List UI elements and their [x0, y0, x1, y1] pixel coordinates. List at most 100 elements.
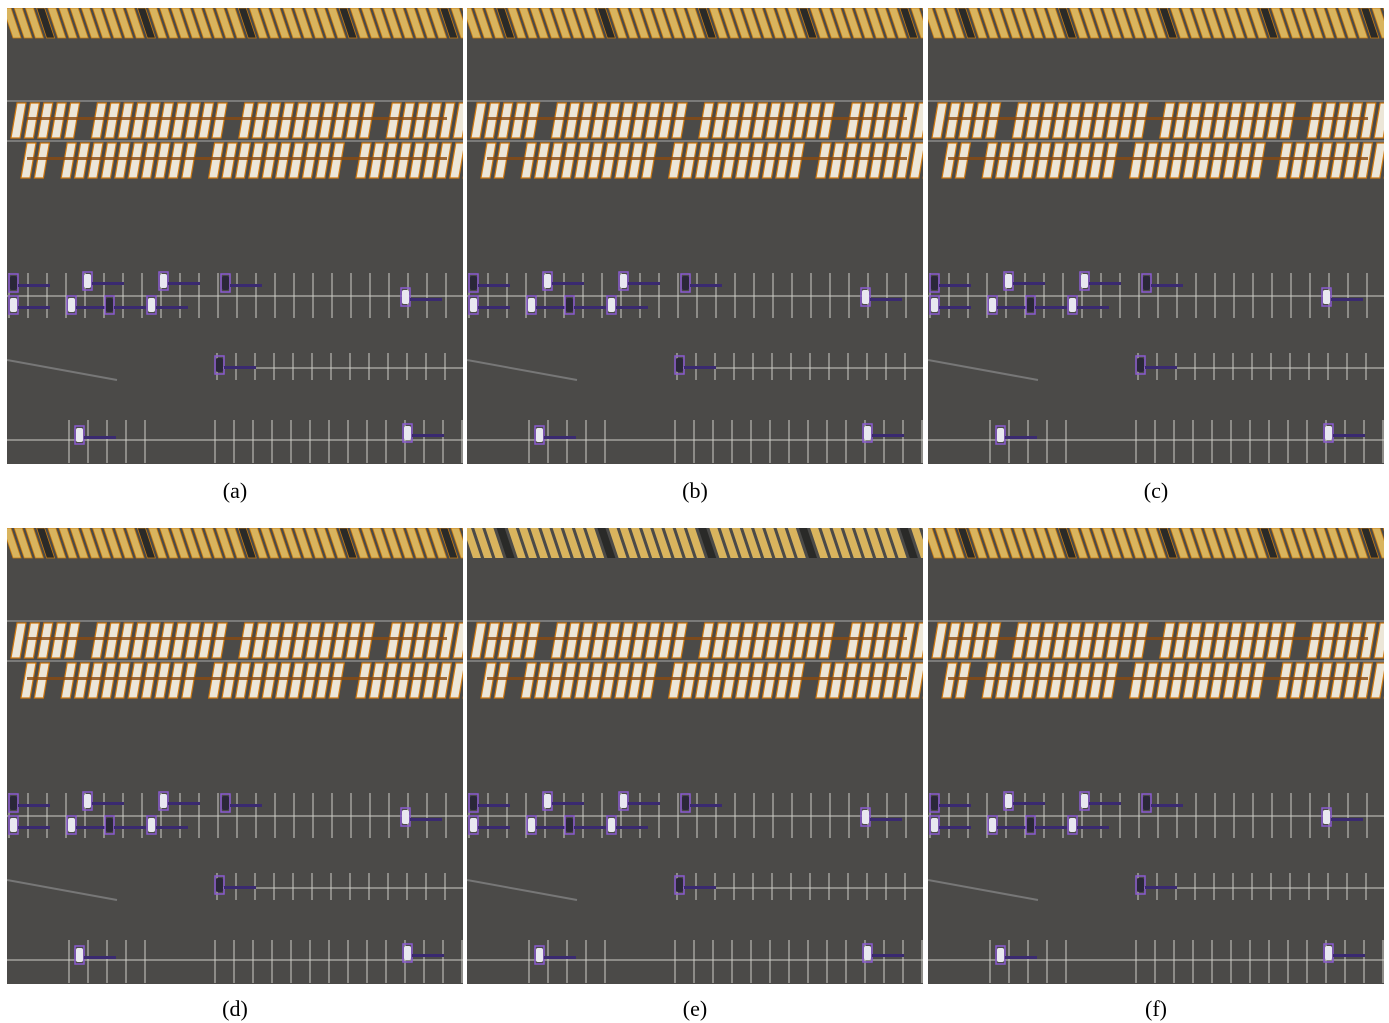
detection-tag	[1331, 818, 1363, 821]
car	[931, 818, 938, 832]
car	[997, 428, 1004, 442]
detection-tag	[536, 306, 568, 309]
car	[1137, 358, 1144, 372]
car	[1027, 298, 1034, 312]
car	[676, 358, 683, 372]
figure: (a)(b)(c)(d)(e)(f)	[0, 0, 1389, 1023]
car	[222, 796, 229, 810]
car	[1137, 878, 1144, 892]
car	[682, 796, 689, 810]
car	[68, 298, 75, 312]
detection-tag	[616, 306, 648, 309]
car	[1069, 818, 1076, 832]
detection-tag	[1151, 284, 1183, 287]
panel-label: (c)	[928, 478, 1384, 504]
detection-tag	[92, 282, 124, 285]
detection-tag	[1089, 802, 1121, 805]
car	[862, 290, 869, 304]
car	[10, 276, 17, 290]
label-strip	[487, 117, 907, 120]
car	[1325, 946, 1332, 960]
car	[160, 274, 167, 288]
label-strip	[948, 117, 1368, 120]
car	[76, 948, 83, 962]
label-strip	[948, 157, 1368, 160]
detection-tag	[544, 436, 576, 439]
car	[10, 796, 17, 810]
car	[989, 298, 996, 312]
detection-tag	[76, 826, 108, 829]
detection-tag	[478, 826, 510, 829]
car	[862, 810, 869, 824]
detection-tag	[574, 826, 606, 829]
aerial-image	[467, 8, 923, 464]
detection-tag	[412, 954, 444, 957]
detection-tag	[1013, 282, 1045, 285]
detection-tag	[1035, 306, 1067, 309]
detection-tag	[1333, 434, 1365, 437]
aerial-image	[7, 528, 463, 984]
car	[402, 810, 409, 824]
car	[1143, 276, 1150, 290]
panel-label: (b)	[467, 478, 923, 504]
car	[864, 426, 871, 440]
panel-label: (f)	[928, 996, 1384, 1022]
car	[1005, 794, 1012, 808]
detection-tag	[544, 956, 576, 959]
label-strip	[27, 157, 447, 160]
panel-label: (a)	[7, 478, 463, 504]
detection-tag	[1035, 826, 1067, 829]
car	[10, 818, 17, 832]
car	[470, 298, 477, 312]
detection-tag	[18, 826, 50, 829]
detection-tag	[18, 306, 50, 309]
car	[106, 818, 113, 832]
car	[76, 428, 83, 442]
detection-tag	[574, 306, 606, 309]
pavement	[467, 528, 923, 984]
detection-tag	[628, 282, 660, 285]
detection-tag	[478, 804, 510, 807]
label-strip	[27, 637, 447, 640]
pavement	[7, 8, 463, 464]
detection-tag	[1333, 954, 1365, 957]
detection-tag	[410, 818, 442, 821]
car	[528, 298, 535, 312]
car	[676, 878, 683, 892]
label-strip	[487, 677, 907, 680]
car	[608, 298, 615, 312]
detection-tag	[224, 366, 256, 369]
label-strip	[27, 117, 447, 120]
car	[989, 818, 996, 832]
car	[404, 946, 411, 960]
car	[1027, 818, 1034, 832]
detection-tag	[552, 282, 584, 285]
detection-tag	[939, 284, 971, 287]
detection-tag	[168, 802, 200, 805]
detection-tag	[156, 826, 188, 829]
car	[404, 426, 411, 440]
detection-tag	[18, 804, 50, 807]
car	[216, 358, 223, 372]
detection-tag	[939, 826, 971, 829]
detection-tag	[1005, 956, 1037, 959]
detection-tag	[1089, 282, 1121, 285]
car	[997, 948, 1004, 962]
detection-tag	[536, 826, 568, 829]
car	[864, 946, 871, 960]
car	[470, 796, 477, 810]
detection-tag	[684, 366, 716, 369]
detection-tag	[156, 306, 188, 309]
detection-tag	[939, 306, 971, 309]
detection-tag	[224, 886, 256, 889]
detection-tag	[230, 284, 262, 287]
detection-tag	[870, 818, 902, 821]
car	[536, 948, 543, 962]
detection-tag	[1005, 436, 1037, 439]
car	[1325, 426, 1332, 440]
car	[1143, 796, 1150, 810]
car	[84, 274, 91, 288]
car	[84, 794, 91, 808]
detection-tag	[1077, 306, 1109, 309]
detection-tag	[1145, 366, 1177, 369]
